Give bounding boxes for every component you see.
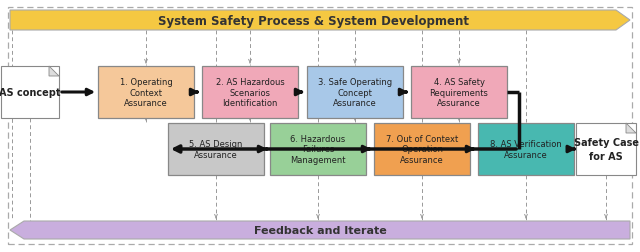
FancyBboxPatch shape (270, 123, 366, 175)
Text: 5. AS Design
Assurance: 5. AS Design Assurance (189, 140, 243, 159)
Text: Feedback and Iterate: Feedback and Iterate (253, 225, 387, 235)
FancyBboxPatch shape (168, 123, 264, 175)
FancyBboxPatch shape (411, 67, 507, 118)
Text: 8. AS Verification
Assurance: 8. AS Verification Assurance (490, 140, 562, 159)
Polygon shape (49, 67, 59, 77)
FancyBboxPatch shape (307, 67, 403, 118)
FancyBboxPatch shape (576, 123, 636, 175)
Text: AS concept: AS concept (0, 88, 61, 98)
FancyBboxPatch shape (478, 123, 574, 175)
Text: 4. AS Safety
Requirements
Assurance: 4. AS Safety Requirements Assurance (429, 77, 488, 108)
FancyBboxPatch shape (202, 67, 298, 118)
FancyBboxPatch shape (1, 67, 59, 118)
Polygon shape (10, 221, 630, 239)
Text: 3. Safe Operating
Concept
Assurance: 3. Safe Operating Concept Assurance (318, 77, 392, 108)
FancyBboxPatch shape (98, 67, 194, 118)
Polygon shape (10, 11, 630, 31)
FancyBboxPatch shape (374, 123, 470, 175)
Polygon shape (626, 123, 636, 134)
Text: 6. Hazardous
Failures
Management: 6. Hazardous Failures Management (291, 134, 346, 165)
Text: 2. AS Hazardous
Scenarios
Identification: 2. AS Hazardous Scenarios Identification (216, 77, 284, 108)
Text: 1. Operating
Context
Assurance: 1. Operating Context Assurance (120, 77, 172, 108)
Text: System Safety Process & System Development: System Safety Process & System Developme… (157, 14, 468, 27)
Text: 7. Out of Context
Operation
Assurance: 7. Out of Context Operation Assurance (386, 134, 458, 165)
Text: Safety Case
for AS: Safety Case for AS (573, 138, 639, 161)
